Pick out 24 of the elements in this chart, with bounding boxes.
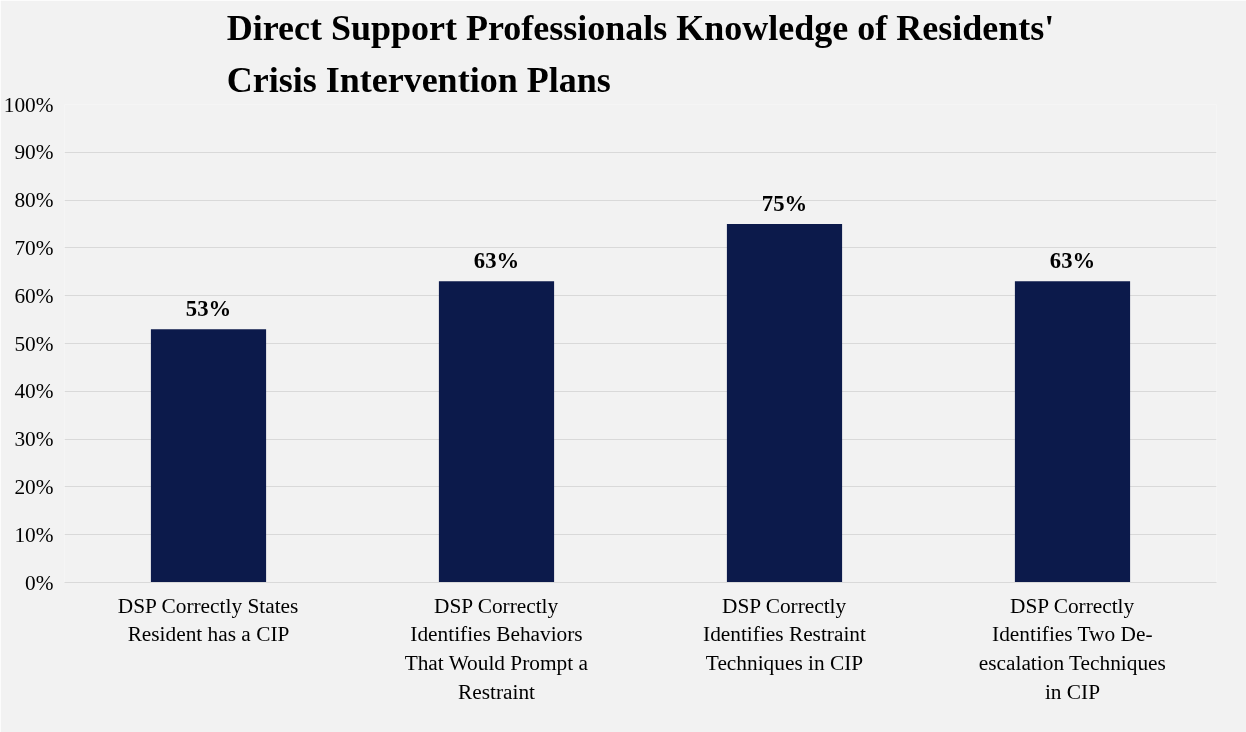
bar: [438, 281, 555, 583]
data-label: 53%: [185, 296, 232, 322]
bar: [726, 224, 843, 583]
y-tick-label: 40%: [14, 379, 54, 404]
data-label: 63%: [473, 248, 520, 274]
x-tick-label: DSP Correctly Identifies Restraint Techniques in CIP: [703, 593, 867, 676]
x-tick-label: DSP Correctly States Resident has a CIP: [117, 593, 299, 647]
y-tick-label: 0%: [25, 570, 54, 595]
y-tick-label: 50%: [14, 331, 54, 356]
y-tick-label: 20%: [14, 474, 54, 499]
x-tick-label: DSP Correctly Identifies Two De-escalation Techniques in CIP: [978, 593, 1166, 704]
data-label: 63%: [1049, 248, 1096, 274]
y-tick-label: 80%: [14, 188, 54, 213]
data-label: 75%: [761, 191, 808, 216]
y-tick-label: 10%: [14, 522, 54, 547]
bar: [150, 329, 267, 583]
y-tick-label: 60%: [14, 283, 54, 308]
y-tick-label: 100%: [3, 92, 54, 117]
y-tick-label: 70%: [14, 235, 54, 260]
x-tick-label: DSP Correctly Identifies Behaviors That Would Prompt a Restraint: [404, 593, 589, 704]
chart-title: Direct Support Professionals Knowledge of Residents' Crisis Intervention Plans: [226, 7, 1055, 100]
bar: [1014, 281, 1131, 583]
y-tick-label: 30%: [14, 427, 54, 452]
y-tick-label: 90%: [14, 140, 54, 165]
